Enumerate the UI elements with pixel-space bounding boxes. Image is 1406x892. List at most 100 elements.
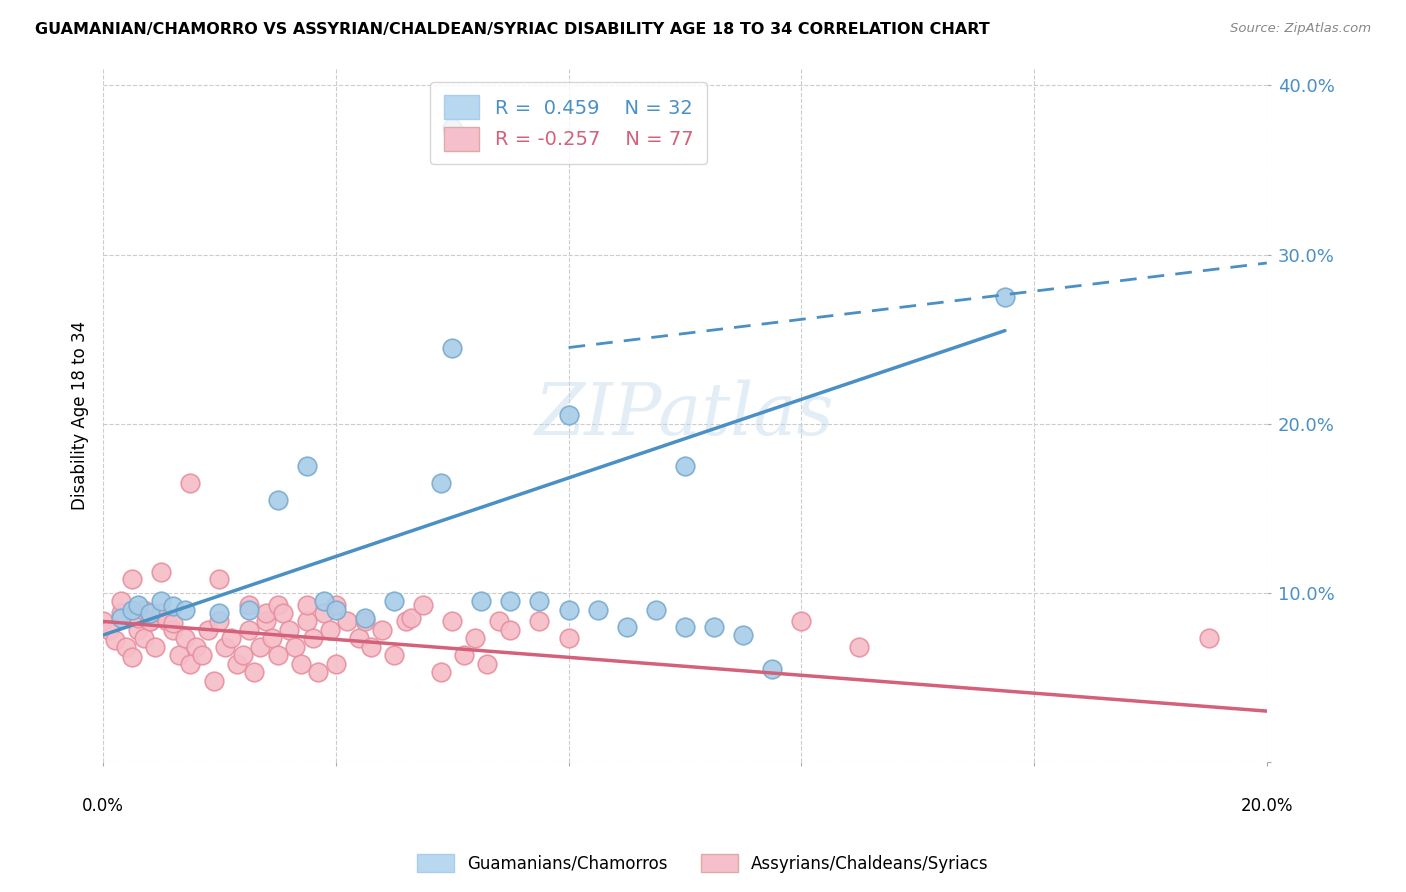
Point [254,615,277,629]
Point [173,632,195,646]
Point [150,594,173,608]
Point [243,665,266,680]
Point [238,602,260,616]
Point [138,615,160,629]
Point [127,611,149,625]
Point [325,598,347,612]
Point [97,623,120,637]
Point [429,475,451,490]
Point [453,648,475,663]
Point [197,623,219,637]
Point [371,623,394,637]
Point [162,623,184,637]
Point [354,615,377,629]
Point [441,341,464,355]
Point [499,594,522,608]
Point [499,623,522,637]
Point [132,602,155,616]
Point [295,615,318,629]
Point [733,628,755,642]
Point [441,615,464,629]
Legend: R =  0.459    N = 32, R = -0.257    N = 77: R = 0.459 N = 32, R = -0.257 N = 77 [430,82,707,164]
Point [260,632,283,646]
Point [382,594,405,608]
Point [529,615,551,629]
Point [401,611,423,625]
Point [162,599,184,614]
Point [475,657,498,671]
Point [429,665,451,680]
Point [167,648,190,663]
Point [179,475,201,490]
Point [319,623,342,637]
Point [325,602,347,616]
Y-axis label: Disability Age 18 to 34: Disability Age 18 to 34 [72,320,89,509]
Point [266,648,288,663]
Point [110,611,132,625]
Point [191,648,214,663]
Point [441,120,464,135]
Point [266,492,288,507]
Point [290,657,312,671]
Point [354,611,377,625]
Point [121,602,143,616]
Text: 0.0%: 0.0% [82,797,124,814]
Point [156,615,179,629]
Point [790,615,813,629]
Point [1198,632,1220,646]
Point [347,632,370,646]
Point [186,640,208,654]
Point [488,615,510,629]
Point [226,657,249,671]
Point [132,632,155,646]
Point [249,640,271,654]
Point [219,632,242,646]
Point [673,458,696,473]
Point [761,662,783,676]
Text: Source: ZipAtlas.com: Source: ZipAtlas.com [1230,22,1371,36]
Point [314,594,336,608]
Point [295,458,318,473]
Point [238,598,260,612]
Point [586,602,609,616]
Point [557,632,579,646]
Point [703,619,725,633]
Point [848,640,870,654]
Point [673,619,696,633]
Legend: Guamanians/Chamorros, Assyrians/Chaldeans/Syriacs: Guamanians/Chamorros, Assyrians/Chaldean… [411,847,995,880]
Point [557,602,579,616]
Point [179,657,201,671]
Point [202,673,225,688]
Point [266,598,288,612]
Point [110,606,132,620]
Point [412,598,434,612]
Point [314,606,336,620]
Point [127,598,149,612]
Point [127,623,149,637]
Point [470,594,492,608]
Point [301,632,323,646]
Point [273,606,295,620]
Point [395,615,418,629]
Point [325,657,347,671]
Point [232,648,254,663]
Point [254,606,277,620]
Point [464,632,486,646]
Point [91,615,114,629]
Point [208,572,231,586]
Point [214,640,236,654]
Point [145,640,167,654]
Point [336,615,359,629]
Point [616,619,638,633]
Point [644,602,666,616]
Point [121,650,143,665]
Point [284,640,307,654]
Text: GUAMANIAN/CHAMORRO VS ASSYRIAN/CHALDEAN/SYRIAC DISABILITY AGE 18 TO 34 CORRELATI: GUAMANIAN/CHAMORRO VS ASSYRIAN/CHALDEAN/… [35,22,990,37]
Point [278,623,301,637]
Point [295,598,318,612]
Point [162,616,184,631]
Point [138,615,160,629]
Point [150,566,173,580]
Point [360,640,382,654]
Point [138,606,160,620]
